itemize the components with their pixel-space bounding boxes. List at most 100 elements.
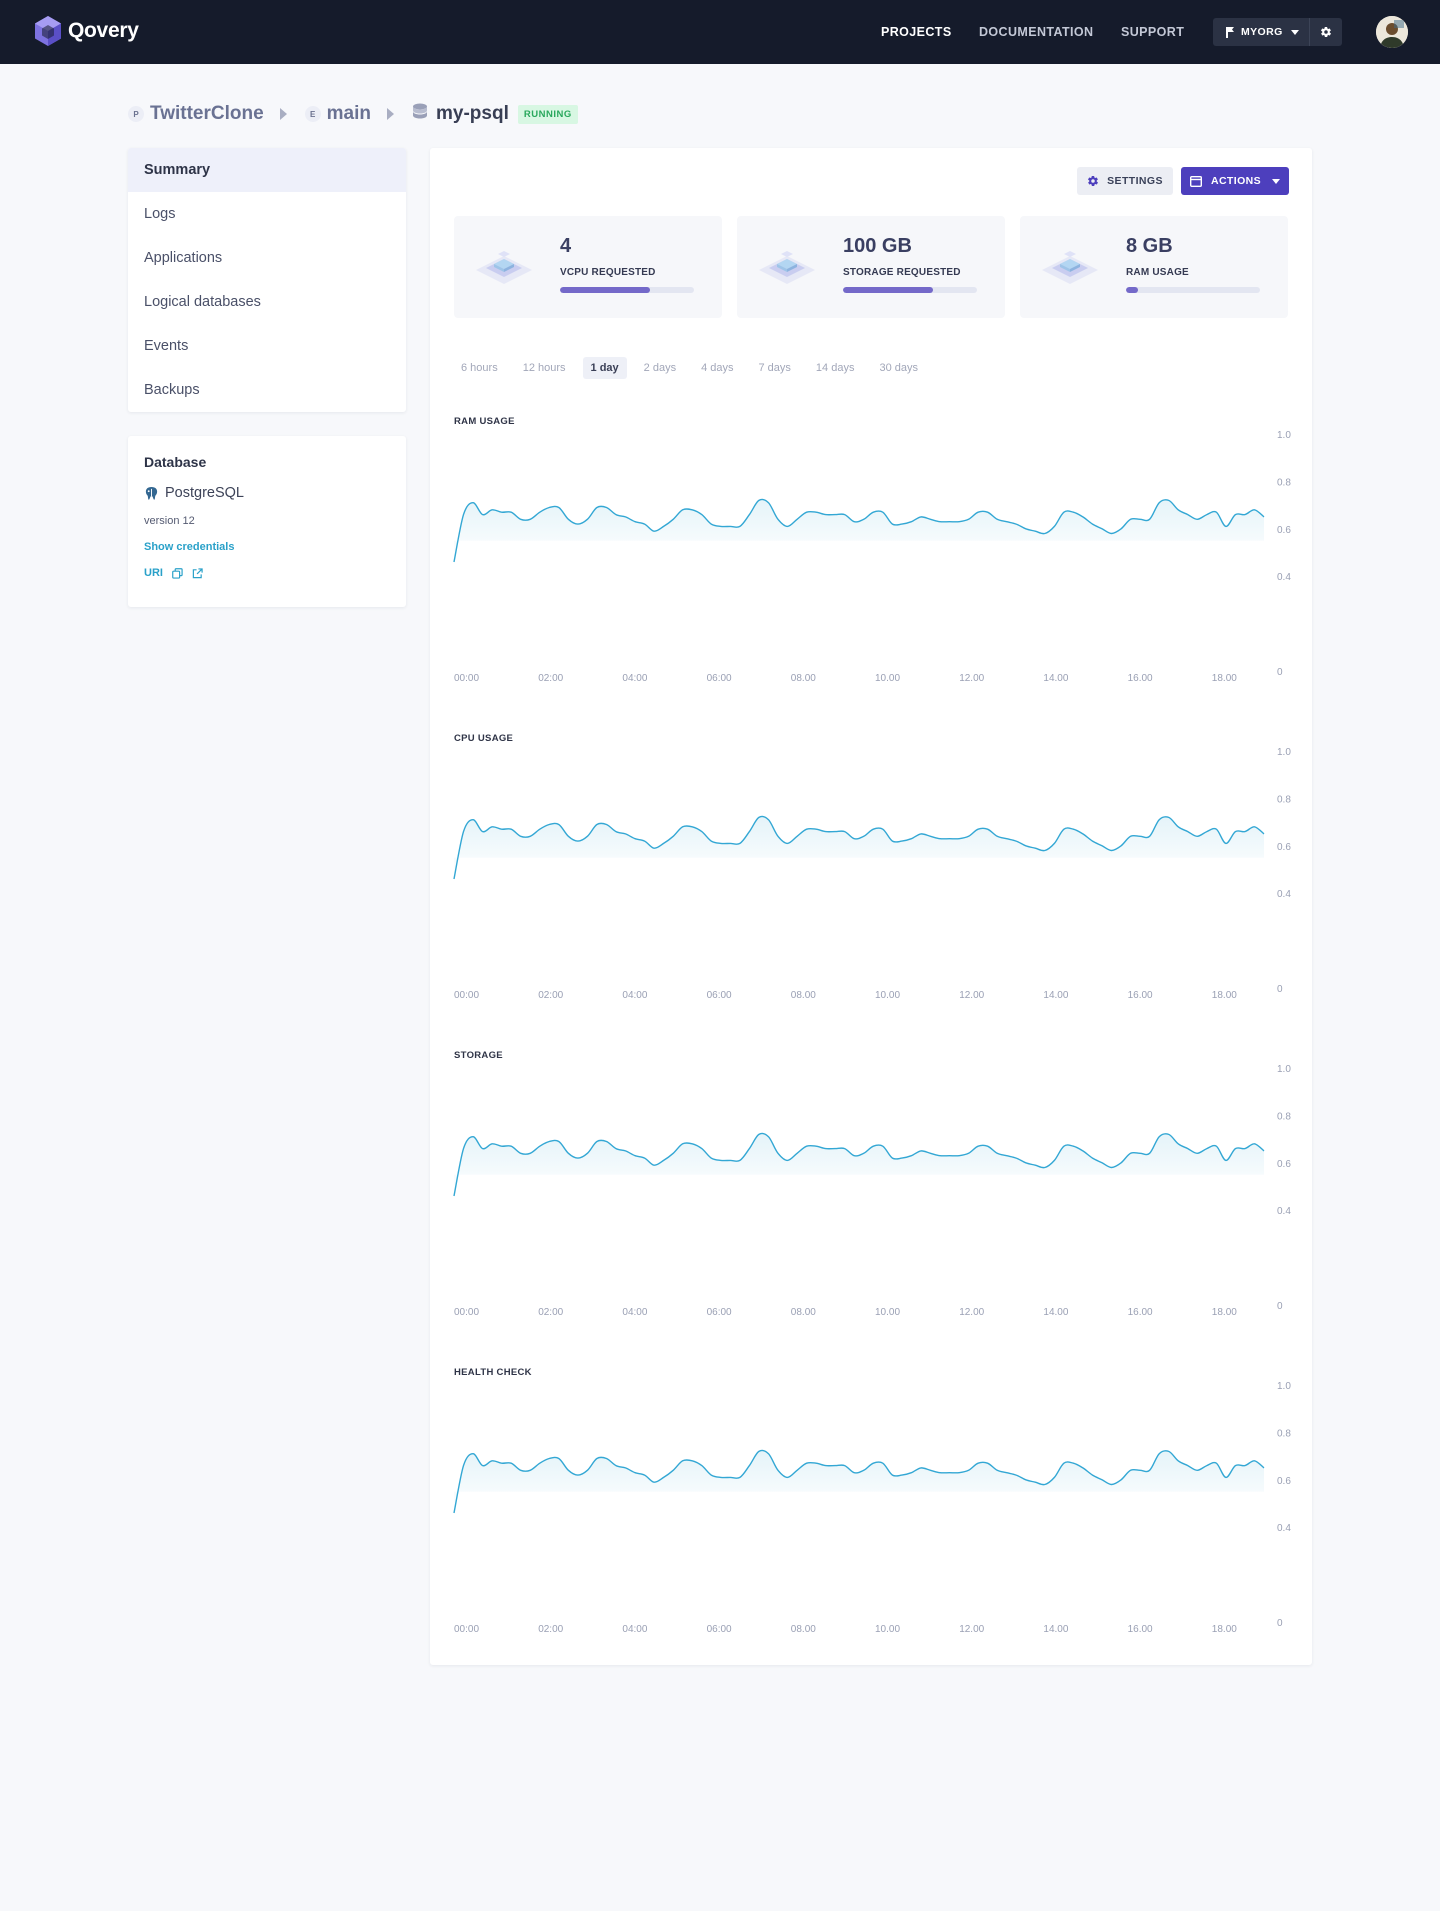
top-bar: Qovery PROJECTS DOCUMENTATION SUPPORT MY… xyxy=(0,0,1440,64)
chart-svg: 1.0 0.8 0.6 0.4 0 00:00 02:00 04:00 06:00 08.00 10… xyxy=(453,747,1291,1001)
range-7-days[interactable]: 7 days xyxy=(758,362,791,374)
series-area xyxy=(454,1133,1264,1196)
series-area xyxy=(454,499,1264,562)
x-tick-label: 10.00 xyxy=(875,990,900,1001)
x-tick-label: 14.00 xyxy=(1043,1307,1068,1318)
nav-projects[interactable]: PROJECTS xyxy=(881,25,952,39)
y-tick-label: 1.0 xyxy=(1277,1064,1291,1075)
sidebar-item-events[interactable]: Events xyxy=(144,338,189,354)
external-link-icon[interactable] xyxy=(192,567,203,579)
progress-bar xyxy=(560,287,694,293)
x-tick-label: 16.00 xyxy=(1128,1307,1153,1318)
uri-label: URI xyxy=(144,567,163,579)
progress-bar xyxy=(1126,287,1260,293)
copy-icon[interactable] xyxy=(172,567,183,579)
range-30-days[interactable]: 30 days xyxy=(879,362,918,374)
stat-card-vcpu: 4 VCPU REQUESTED xyxy=(454,216,722,318)
chart-svg: 1.0 0.8 0.6 0.4 0 00:00 02:00 04:00 06:00 08.00 10… xyxy=(453,1064,1291,1318)
range-14-days[interactable]: 14 days xyxy=(815,362,855,374)
stat-value: 4 xyxy=(560,235,572,257)
x-tick-label: 12.00 xyxy=(959,1307,984,1318)
x-tick-label: 18.00 xyxy=(1212,990,1237,1001)
logo[interactable]: Qovery xyxy=(34,15,139,47)
sidebar-item-logical-databases[interactable]: Logical databases xyxy=(144,294,261,310)
range-12-hours[interactable]: 12 hours xyxy=(522,362,566,374)
x-tick-label: 08.00 xyxy=(791,673,816,684)
nav-support[interactable]: SUPPORT xyxy=(1121,25,1185,39)
show-credentials-link[interactable]: Show credentials xyxy=(144,541,235,553)
x-tick-label: 16.00 xyxy=(1128,990,1153,1001)
x-tick-label: 16.00 xyxy=(1128,673,1153,684)
x-tick-label: 02:00 xyxy=(538,1624,563,1635)
x-tick-label: 18.00 xyxy=(1212,1624,1237,1635)
x-tick-label: 10.00 xyxy=(875,673,900,684)
chevron-right-icon xyxy=(387,108,395,120)
nav-documentation[interactable]: DOCUMENTATION xyxy=(979,25,1094,39)
org-settings-button[interactable] xyxy=(1308,18,1342,46)
range-2-days[interactable]: 2 days xyxy=(643,362,677,374)
x-tick-label: 00:00 xyxy=(454,990,479,1001)
x-tick-label: 00:00 xyxy=(454,1307,479,1318)
server-illustration-icon xyxy=(476,251,532,284)
sidebar-item-backups[interactable]: Backups xyxy=(144,382,200,398)
chart-title: HEALTH CHECK xyxy=(454,1367,532,1378)
chevron-down-icon xyxy=(1290,29,1299,35)
y-tick-label: 1.0 xyxy=(1277,1381,1291,1392)
breadcrumb-project[interactable]: TwitterClone xyxy=(150,103,264,124)
postgresql-icon xyxy=(145,486,158,500)
x-tick-label: 10.00 xyxy=(875,1624,900,1635)
x-tick-label: 14.00 xyxy=(1043,1624,1068,1635)
database-engine: PostgreSQL xyxy=(144,485,390,501)
range-6-hours[interactable]: 6 hours xyxy=(461,362,498,374)
range-4-days[interactable]: 4 days xyxy=(701,362,734,374)
sidebar-item-logs[interactable]: Logs xyxy=(144,206,176,222)
settings-label: SETTINGS xyxy=(1107,175,1163,187)
x-tick-label: 04:00 xyxy=(622,1307,647,1318)
settings-button[interactable]: SETTINGS xyxy=(1077,167,1173,195)
chart-health-check: HEALTH CHECK 1.0 0.8 0.6 0.4 0 00:00 02:00 04:0… xyxy=(430,1367,1312,1657)
series-area xyxy=(454,816,1264,879)
y-tick-label: 0.6 xyxy=(1277,1159,1291,1170)
chart-storage: STORAGE 1.0 0.8 0.6 0.4 0 00:00 02:00 04:00 06:0… xyxy=(430,1050,1312,1340)
x-tick-label: 02:00 xyxy=(538,990,563,1001)
sidebar-item-applications[interactable]: Applications xyxy=(144,250,223,266)
org-dropdown-button[interactable]: MYORG xyxy=(1213,18,1309,46)
stat-value: 8 GB xyxy=(1126,235,1173,257)
x-tick-label: 12.00 xyxy=(959,1624,984,1635)
x-tick-label: 12.00 xyxy=(959,990,984,1001)
sidebar-item-summary[interactable]: Summary xyxy=(128,148,406,192)
x-tick-label: 00:00 xyxy=(454,673,479,684)
y-tick-label: 0.4 xyxy=(1277,1523,1291,1534)
x-tick-label: 18.00 xyxy=(1212,673,1237,684)
x-tick-label: 08.00 xyxy=(791,1307,816,1318)
chart-cpu-usage: CPU USAGE 1.0 0.8 0.6 0.4 0 00:00 02:00 04:00 06… xyxy=(430,733,1312,1023)
stat-label: RAM USAGE xyxy=(1126,267,1189,278)
actions-button[interactable]: ACTIONS xyxy=(1181,167,1289,195)
uri-row: URI xyxy=(144,567,390,579)
y-tick-label: 0 xyxy=(1277,1618,1283,1629)
range-1-day[interactable]: 1 day xyxy=(582,357,627,379)
gear-icon xyxy=(1088,175,1099,187)
qovery-logo-icon xyxy=(35,16,61,46)
database-version: version 12 xyxy=(144,515,195,527)
x-tick-label: 00:00 xyxy=(454,1624,479,1635)
chart-title: STORAGE xyxy=(454,1050,503,1061)
y-tick-label: 1.0 xyxy=(1277,747,1291,758)
y-tick-label: 0.6 xyxy=(1277,525,1291,536)
breadcrumb: P TwitterClone E main my-psql RUNNING xyxy=(128,99,578,129)
progress-bar-fill xyxy=(843,287,933,293)
y-tick-label: 0.8 xyxy=(1277,794,1291,805)
database-icon xyxy=(412,103,428,126)
y-tick-label: 0 xyxy=(1277,1301,1283,1312)
stat-card-storage: 100 GB STORAGE REQUESTED xyxy=(737,216,1005,318)
stat-label: VCPU REQUESTED xyxy=(560,267,656,278)
chevron-down-icon xyxy=(1272,178,1281,184)
avatar[interactable] xyxy=(1376,16,1408,48)
series-line xyxy=(453,1449,1265,1514)
breadcrumb-environment[interactable]: main xyxy=(326,103,372,124)
y-tick-label: 0.4 xyxy=(1277,889,1291,900)
user-avatar-icon xyxy=(1376,16,1408,48)
progress-bar-fill xyxy=(1126,287,1139,293)
y-tick-label: 0.8 xyxy=(1277,477,1291,488)
database-engine-name: PostgreSQL xyxy=(165,485,244,501)
